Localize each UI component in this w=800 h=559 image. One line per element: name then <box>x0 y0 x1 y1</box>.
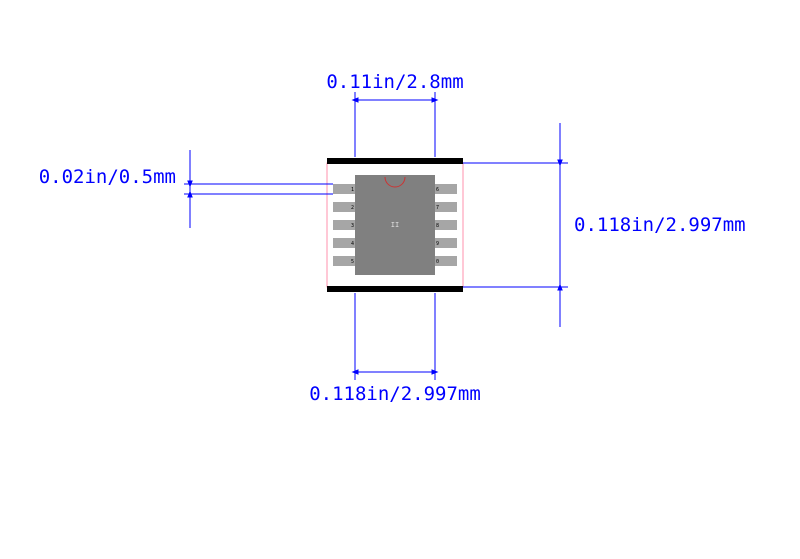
dim-bottom-label: 0.118in/2.997mm <box>309 383 481 405</box>
corner-tick-2 <box>327 288 331 292</box>
pin-label-left-5: 5 <box>351 259 354 265</box>
pin-label-left-4: 4 <box>351 241 354 247</box>
package-layer: II 1 6 2 7 3 8 4 9 5 0 <box>327 158 463 292</box>
corner-tick-3 <box>459 288 463 292</box>
corner-tick-0 <box>327 158 331 162</box>
center-marker: II <box>391 221 399 229</box>
pin-label-right-2: 7 <box>436 205 439 211</box>
pin-label-right-1: 6 <box>436 187 439 193</box>
pin-label-right-3: 8 <box>436 223 439 229</box>
dim-top-label: 0.11in/2.8mm <box>326 71 463 93</box>
pin-label-right-5: 0 <box>436 259 439 265</box>
dim-left-label: 0.02in/0.5mm <box>39 166 176 188</box>
silkscreen-bot <box>327 286 463 292</box>
package-drawing: II 1 6 2 7 3 8 4 9 5 0 0.11in/2.8mm 0.118in/2.997mm… <box>0 0 800 559</box>
pin-label-left-3: 3 <box>351 223 354 229</box>
dim-right-label: 0.118in/2.997mm <box>574 214 746 236</box>
pin-label-left-2: 2 <box>351 205 354 211</box>
pin-label-right-4: 9 <box>436 241 439 247</box>
corner-tick-1 <box>459 158 463 162</box>
pin-label-left-1: 1 <box>351 187 354 193</box>
silkscreen-top <box>327 158 463 164</box>
